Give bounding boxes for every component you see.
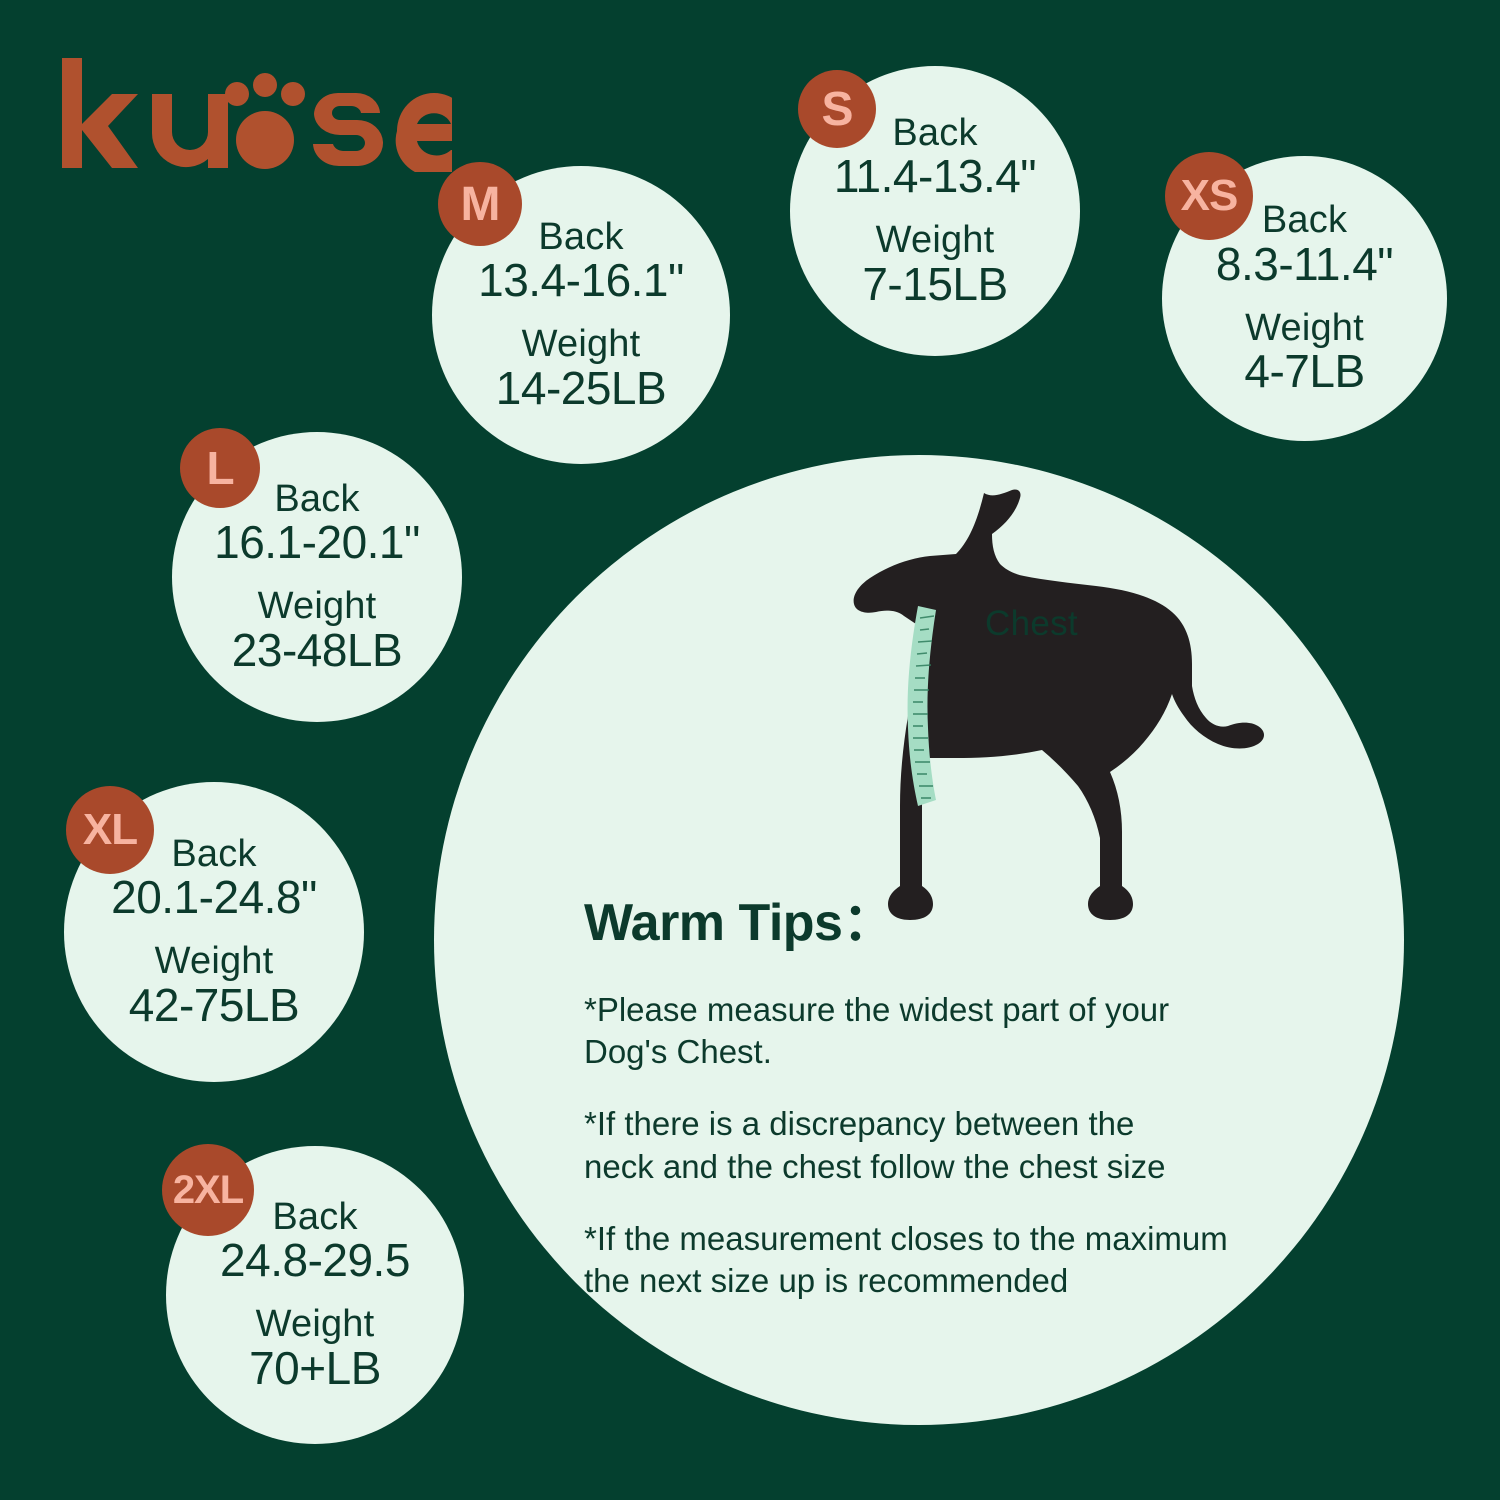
paw-toe-right-icon	[281, 82, 305, 106]
weight-label: Weight	[875, 219, 995, 261]
back-label: Back	[538, 215, 624, 258]
weight-value: 42-75LB	[128, 978, 300, 1031]
weight-value: 23-48LB	[231, 623, 403, 676]
weight-value: 70+LB	[249, 1341, 381, 1394]
size-badge-2xl: 2XL	[162, 1144, 254, 1236]
dog-diagram	[770, 488, 1310, 938]
paw-toe-left-icon	[225, 82, 249, 106]
warm-tip-item: *If there is a discrepancy between the n…	[584, 1105, 1166, 1185]
weight-label: Weight	[255, 1303, 375, 1345]
back-value: 11.4-13.4"	[833, 150, 1037, 203]
back-value: 24.8-29.5	[220, 1234, 410, 1287]
brand-logo	[52, 52, 528, 177]
size-badge-label: XS	[1180, 171, 1239, 220]
back-label: Back	[274, 477, 360, 520]
weight-value: 4-7LB	[1244, 345, 1365, 398]
size-bubble-s: Back 11.4-13.4" Weight 7-15LB	[790, 66, 1080, 356]
size-badge-xs: XS	[1165, 152, 1253, 240]
warm-tips-panel: Warm Tips： *Please measure the widest pa…	[584, 880, 1344, 1302]
size-badge-label: L	[206, 442, 234, 494]
weight-label: Weight	[257, 585, 377, 627]
back-value: 20.1-24.8"	[111, 871, 317, 924]
weight-value: 7-15LB	[862, 257, 1008, 310]
back-label: Back	[1261, 199, 1348, 242]
paw-toe-mid-icon	[253, 73, 277, 97]
back-label: Back	[272, 1195, 358, 1238]
back-label: Back	[171, 832, 257, 875]
size-badge-xl: XL	[66, 786, 154, 874]
warm-tip-item: *If the measurement closes to the maximu…	[584, 1219, 1228, 1300]
tape-measure-icon	[907, 606, 936, 806]
dog-silhouette-icon	[853, 489, 1264, 920]
warm-tip-item: *Please measure the widest part of your …	[584, 991, 1170, 1071]
back-value: 13.4-16.1"	[478, 254, 684, 307]
back-label: Back	[892, 111, 978, 154]
size-badge-label: XL	[82, 805, 138, 854]
chest-label: Chest	[985, 604, 1078, 643]
size-badge-m: M	[438, 162, 522, 246]
weight-value: 14-25LB	[495, 361, 667, 414]
back-value: 8.3-11.4"	[1215, 237, 1394, 290]
size-bubble-xs: Back 8.3-11.4" Weight 4-7LB	[1162, 156, 1447, 441]
size-badge-l: L	[180, 428, 260, 508]
size-badge-label: M	[460, 177, 501, 231]
weight-label: Weight	[1245, 306, 1364, 349]
size-badge-s: S	[798, 70, 876, 148]
weight-label: Weight	[521, 323, 641, 365]
size-badge-label: 2XL	[172, 1167, 244, 1212]
warm-tips-title: Warm Tips：	[584, 894, 894, 952]
size-badge-label: S	[821, 82, 853, 136]
weight-label: Weight	[154, 940, 274, 982]
paw-pad-icon	[236, 111, 294, 169]
back-value: 16.1-20.1"	[214, 516, 420, 569]
kuoser-logo-icon	[62, 58, 528, 177]
